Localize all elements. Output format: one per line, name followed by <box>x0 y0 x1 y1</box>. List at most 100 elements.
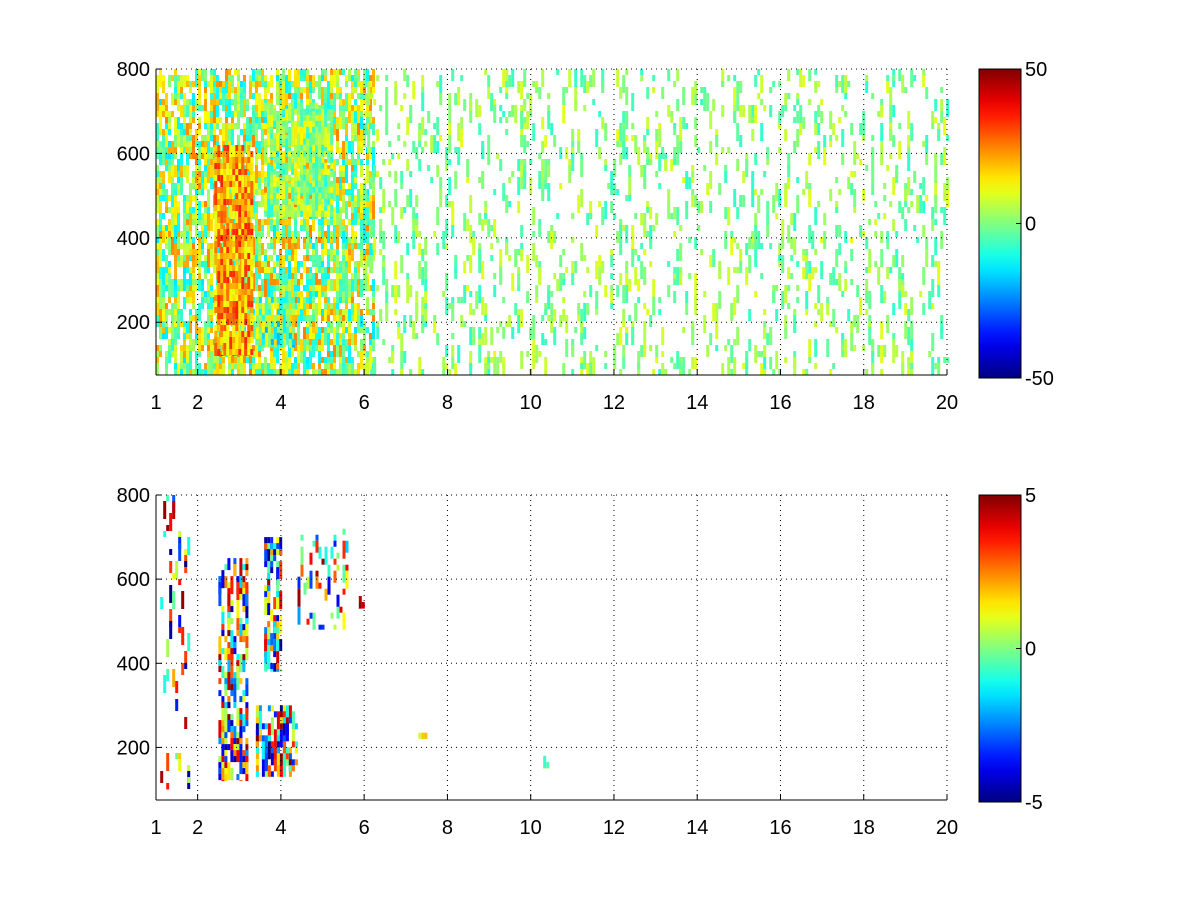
heatmap-cell <box>373 237 377 255</box>
heatmap-cell <box>198 303 201 321</box>
heatmap-cell <box>225 141 228 147</box>
x-tick-label: 2 <box>192 392 203 414</box>
heatmap-cell <box>162 333 165 339</box>
heatmap-cell <box>210 309 213 315</box>
heatmap-cell <box>324 297 327 303</box>
heatmap-cell <box>339 171 342 177</box>
heatmap-cell <box>580 333 584 345</box>
heatmap-cell <box>397 285 401 297</box>
heatmap-cell <box>288 345 291 363</box>
heatmap-cell <box>592 357 596 375</box>
heatmap-cell <box>210 219 213 231</box>
heatmap-cell <box>628 315 632 321</box>
heatmap-cell <box>829 369 833 375</box>
heatmap-cell <box>697 201 701 213</box>
heatmap-cell <box>336 159 339 165</box>
heatmap-cell <box>244 265 248 277</box>
heatmap-cell <box>249 369 252 375</box>
heatmap-cell <box>580 189 584 207</box>
heatmap-cell <box>838 243 842 255</box>
heatmap-cell <box>247 235 251 247</box>
heatmap-cell <box>868 219 872 225</box>
heatmap-cell <box>321 105 324 111</box>
heatmap-cell <box>159 279 162 297</box>
heatmap-cell <box>177 177 180 183</box>
heatmap-cell <box>291 308 295 315</box>
heatmap-cell <box>189 105 192 111</box>
heatmap-cell <box>544 183 548 189</box>
heatmap-cell <box>586 267 590 273</box>
heatmap-cell <box>180 309 183 321</box>
heatmap-cell <box>255 219 258 231</box>
heatmap-cell <box>886 165 890 171</box>
heatmap-cell <box>162 147 165 165</box>
heatmap-cell <box>366 231 369 249</box>
heatmap-cell <box>538 87 542 99</box>
heatmap-cell <box>229 223 233 229</box>
heatmap-cell <box>252 195 255 201</box>
heatmap-cell <box>622 309 626 321</box>
heatmap-cell <box>871 183 875 195</box>
heatmap-cell <box>730 369 734 375</box>
heatmap-cell <box>571 273 575 285</box>
heatmap-cell <box>649 345 653 351</box>
heatmap-cell <box>228 99 231 117</box>
heatmap-cell <box>880 105 884 117</box>
heatmap-cell <box>363 99 366 105</box>
heatmap-cell <box>345 117 348 123</box>
heatmap-cell <box>294 747 298 754</box>
heatmap-cell <box>748 309 752 321</box>
heatmap-cell <box>233 702 237 709</box>
heatmap-cell <box>682 177 686 183</box>
heatmap-cell <box>245 708 249 721</box>
heatmap-cell <box>175 699 179 711</box>
heatmap-cell <box>315 210 319 217</box>
heatmap-cell <box>775 309 779 321</box>
heatmap-cell <box>291 81 294 87</box>
heatmap-cell <box>297 210 301 217</box>
heatmap-cell <box>421 117 425 135</box>
heatmap-cell <box>748 255 752 273</box>
heatmap-cell <box>664 159 668 171</box>
heatmap-cell <box>270 132 274 139</box>
heatmap-cell <box>351 333 354 345</box>
heatmap-cell <box>282 120 286 127</box>
heatmap-cell <box>255 213 258 219</box>
heatmap-cell <box>913 225 917 231</box>
heatmap-cell <box>264 314 268 321</box>
heatmap-cell <box>676 105 680 111</box>
heatmap-cell <box>372 345 375 351</box>
heatmap-cell <box>342 111 345 129</box>
heatmap-cell <box>243 279 246 285</box>
heatmap-cell <box>339 177 342 183</box>
heatmap-cell <box>166 495 170 501</box>
heatmap-cell <box>232 253 236 259</box>
heatmap-cell <box>904 189 908 207</box>
heatmap-cell <box>270 296 274 303</box>
heatmap-cell <box>910 339 914 357</box>
heatmap-cell <box>171 249 174 255</box>
heatmap-cell <box>523 69 527 87</box>
heatmap-cell <box>336 285 339 291</box>
heatmap-cell <box>247 175 251 181</box>
heatmap-cell <box>312 162 316 169</box>
heatmap-cell <box>853 141 857 159</box>
heatmap-cell <box>163 531 167 537</box>
heatmap-cell <box>484 315 488 321</box>
heatmap-cell <box>166 639 170 657</box>
heatmap-cell <box>424 129 428 135</box>
heatmap-cell <box>177 201 180 207</box>
heatmap-cell <box>264 639 268 658</box>
heatmap-cell <box>239 744 243 763</box>
heatmap-cell <box>312 75 315 93</box>
heatmap-cell <box>232 205 236 211</box>
heatmap-cell <box>433 321 437 333</box>
heatmap-cell <box>282 69 285 81</box>
heatmap-cell <box>267 198 271 217</box>
heatmap-cell <box>354 369 357 375</box>
heatmap-cell <box>220 283 224 289</box>
heatmap-cell <box>231 261 234 267</box>
heatmap-cell <box>850 249 854 261</box>
heatmap-cell <box>357 219 360 225</box>
heatmap-cell <box>241 337 245 343</box>
